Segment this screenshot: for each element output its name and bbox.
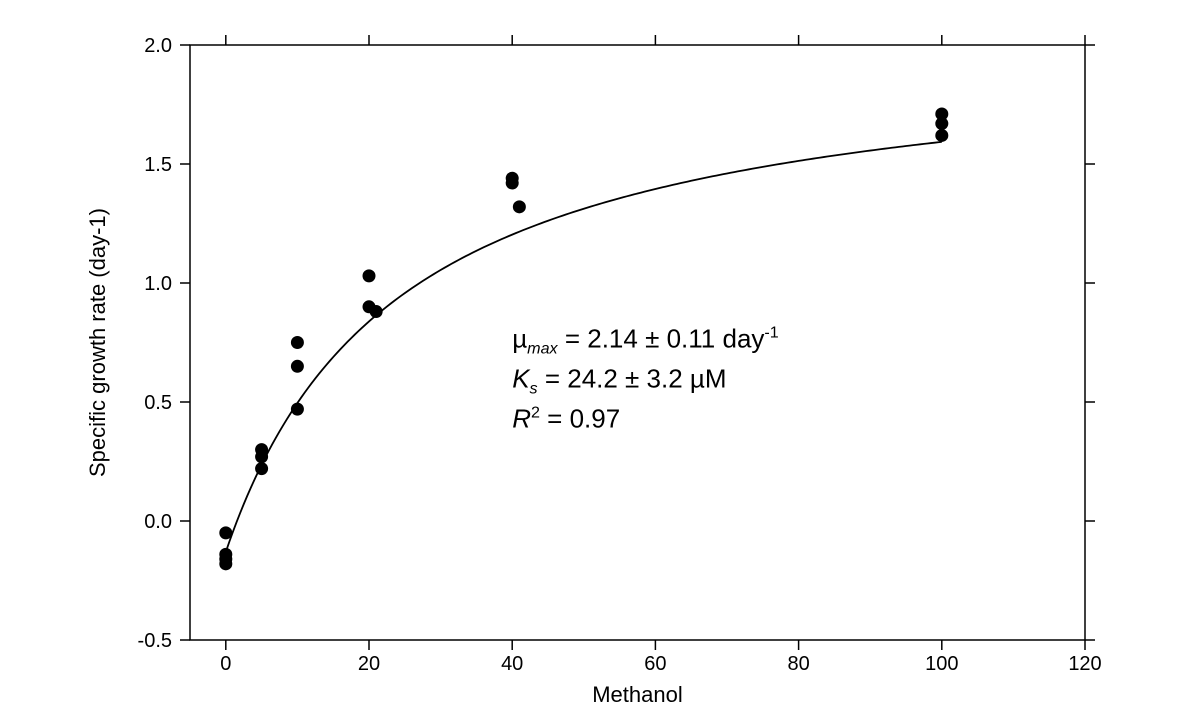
x-tick-label: 40: [501, 653, 523, 675]
data-point: [219, 557, 232, 570]
y-tick-label: -0.5: [138, 630, 172, 652]
data-point: [219, 526, 232, 539]
x-tick-label: 60: [644, 653, 666, 675]
x-tick-label: 20: [358, 653, 380, 675]
data-point: [506, 177, 519, 190]
data-point: [513, 200, 526, 213]
data-point: [291, 336, 304, 349]
x-tick-label: 100: [925, 653, 958, 675]
annotation-r2: R2 = 0.97: [512, 403, 620, 433]
scatter-chart: 0 20 40 60 80 100 120 -0.5 0.0 0.5 1.0 1.5 2.0 Methan…: [0, 0, 1177, 725]
data-point: [255, 450, 268, 463]
x-tick-label: 0: [220, 653, 231, 675]
x-tick-label: 80: [787, 653, 809, 675]
y-tick-label: 0.0: [144, 511, 172, 533]
data-point: [370, 305, 383, 318]
data-point: [255, 462, 268, 475]
data-point: [291, 360, 304, 373]
data-point: [935, 129, 948, 142]
x-axis-label: Methanol: [592, 682, 683, 707]
data-point: [935, 117, 948, 130]
y-tick-label: 0.5: [144, 392, 172, 414]
data-point: [363, 269, 376, 282]
annotation-ks: Ks = 24.2 ± 3.2 µM: [512, 363, 726, 397]
data-point: [291, 403, 304, 416]
y-tick-label: 1.5: [144, 154, 172, 176]
y-tick-label: 1.0: [144, 273, 172, 295]
x-tick-label: 120: [1068, 653, 1101, 675]
chart-container: 0 20 40 60 80 100 120 -0.5 0.0 0.5 1.0 1.5 2.0 Methan…: [0, 0, 1177, 725]
y-tick-label: 2.0: [144, 35, 172, 57]
y-axis-label: Specific growth rate (day-1): [85, 208, 110, 477]
